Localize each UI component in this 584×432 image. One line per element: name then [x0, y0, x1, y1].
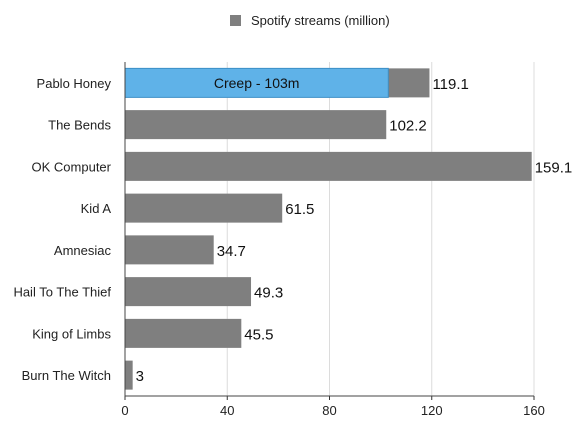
x-tick-label: 0: [121, 403, 128, 418]
data-label: 102.2: [389, 118, 427, 135]
category-label: The Bends: [48, 118, 111, 133]
x-tick-label: 80: [322, 403, 336, 418]
chart-legend: Spotify streams (million): [230, 13, 390, 28]
bar: [125, 277, 252, 307]
bar: [125, 235, 214, 265]
x-tick-label: 160: [523, 403, 545, 418]
category-label: Hail To The Thief: [13, 285, 111, 300]
x-tick-label: 40: [220, 403, 234, 418]
data-label: 45.5: [244, 326, 273, 343]
data-label: 159.1: [535, 159, 573, 176]
highlight-bar: [124, 67, 389, 98]
bar: [125, 110, 387, 140]
category-label: King of Limbs: [32, 326, 111, 341]
legend-swatch: [230, 15, 241, 26]
bar: [125, 193, 283, 223]
legend-label: Spotify streams (million): [251, 13, 390, 28]
category-label: Amnesiac: [54, 243, 112, 258]
category-label: Kid A: [81, 201, 112, 216]
bar: [125, 360, 133, 390]
category-label: Pablo Honey: [37, 76, 112, 91]
category-label: Burn The Witch: [22, 368, 111, 383]
bar: [125, 318, 242, 348]
highlight-label: Creep - 103m: [214, 75, 300, 91]
data-label: 119.1: [432, 76, 468, 93]
category-label: OK Computer: [32, 159, 112, 174]
data-label: 3: [136, 368, 144, 385]
data-label: 61.5: [285, 201, 314, 218]
data-label: 49.3: [254, 285, 283, 302]
bar: [125, 151, 532, 181]
x-tick-label: 120: [421, 403, 443, 418]
data-label: 34.7: [217, 243, 246, 260]
